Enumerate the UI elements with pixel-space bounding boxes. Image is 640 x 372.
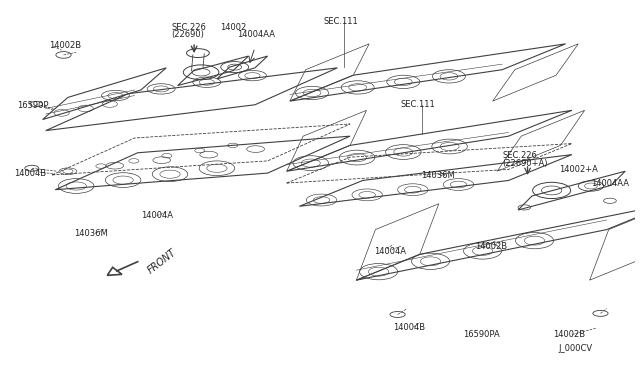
Text: 14002: 14002 xyxy=(220,23,246,32)
Text: SEC.226: SEC.226 xyxy=(502,151,537,160)
Text: 14002B: 14002B xyxy=(49,41,81,50)
Text: 14004B: 14004B xyxy=(14,169,46,177)
Text: 14036M: 14036M xyxy=(74,229,108,238)
Text: FRONT: FRONT xyxy=(146,247,179,276)
Text: 16590PA: 16590PA xyxy=(463,330,500,339)
Text: 14002B: 14002B xyxy=(553,330,585,339)
Text: SEC.111: SEC.111 xyxy=(401,100,436,109)
Text: SEC.226: SEC.226 xyxy=(172,23,206,32)
Text: 16590P: 16590P xyxy=(17,101,49,110)
Text: 14002+A: 14002+A xyxy=(559,165,598,174)
Text: 14004A: 14004A xyxy=(141,211,173,220)
Text: 14004AA: 14004AA xyxy=(591,179,629,187)
Text: 14036M: 14036M xyxy=(421,171,455,180)
Text: 14004AA: 14004AA xyxy=(237,30,275,39)
Text: SEC.111: SEC.111 xyxy=(323,17,358,26)
Text: 14004B: 14004B xyxy=(393,323,426,331)
Text: J_000CV: J_000CV xyxy=(558,344,592,353)
Text: (22690+A): (22690+A) xyxy=(502,158,548,168)
Text: 14004A: 14004A xyxy=(374,247,406,256)
Text: 14002B: 14002B xyxy=(476,243,508,251)
Text: (22690): (22690) xyxy=(172,30,204,39)
